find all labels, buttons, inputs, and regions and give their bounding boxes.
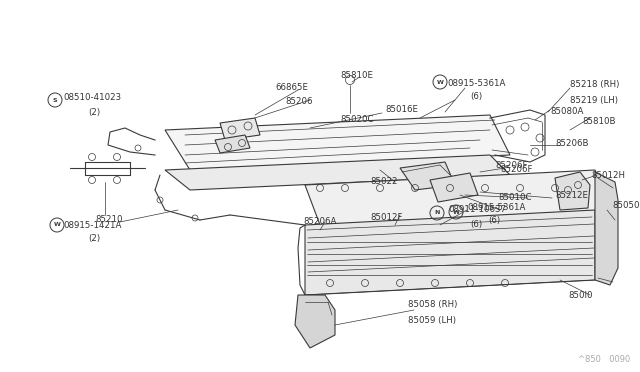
Text: 08510-41023: 08510-41023 [63, 93, 121, 102]
Polygon shape [295, 295, 335, 348]
Text: 85210: 85210 [95, 215, 122, 224]
Text: 85012F: 85012F [370, 214, 403, 222]
Polygon shape [305, 170, 610, 225]
Text: (6): (6) [488, 215, 500, 224]
Text: W: W [54, 222, 60, 228]
Text: S: S [52, 97, 58, 103]
Text: 85058 (RH): 85058 (RH) [408, 301, 458, 310]
Text: 85212E: 85212E [555, 192, 588, 201]
Polygon shape [430, 173, 478, 202]
Text: 85810E: 85810E [340, 71, 373, 80]
Text: 85020C: 85020C [340, 115, 374, 125]
Text: 08915-5361A: 08915-5361A [467, 202, 525, 212]
Text: 85206F: 85206F [495, 160, 527, 170]
Text: 66865E: 66865E [275, 83, 308, 93]
Text: 85206F: 85206F [500, 166, 532, 174]
Polygon shape [305, 210, 595, 295]
Text: 850I0: 850I0 [568, 291, 593, 299]
Polygon shape [595, 172, 618, 285]
Text: 85012H: 85012H [591, 170, 625, 180]
Text: (6): (6) [470, 221, 482, 230]
Text: W: W [436, 80, 444, 84]
Polygon shape [165, 115, 510, 170]
Text: (2): (2) [88, 109, 100, 118]
Text: 08915-5361A: 08915-5361A [447, 78, 506, 87]
Text: 85810B: 85810B [582, 118, 616, 126]
Text: 85016E: 85016E [385, 106, 418, 115]
Text: 85080A: 85080A [550, 108, 584, 116]
Text: 85206B: 85206B [555, 138, 589, 148]
Text: ^850 0090: ^850 0090 [578, 355, 630, 364]
Text: 85206: 85206 [285, 97, 312, 106]
Polygon shape [215, 135, 250, 153]
Polygon shape [165, 155, 510, 190]
Text: 08915-1421A: 08915-1421A [63, 221, 122, 230]
Text: 85059 (LH): 85059 (LH) [408, 315, 456, 324]
Text: (2): (2) [88, 234, 100, 243]
Polygon shape [555, 172, 590, 210]
Text: 08911-10637: 08911-10637 [448, 205, 506, 215]
Text: 85022: 85022 [370, 177, 397, 186]
Text: 85050E: 85050E [612, 202, 640, 211]
Text: 85010C: 85010C [498, 193, 531, 202]
Text: (6): (6) [470, 93, 482, 102]
Text: W: W [452, 209, 460, 215]
Polygon shape [400, 162, 455, 190]
Text: 85206A: 85206A [303, 218, 337, 227]
Text: 85219 (LH): 85219 (LH) [570, 96, 618, 105]
Polygon shape [220, 118, 260, 140]
Text: 85218 (RH): 85218 (RH) [570, 80, 620, 90]
Text: N: N [435, 211, 440, 215]
